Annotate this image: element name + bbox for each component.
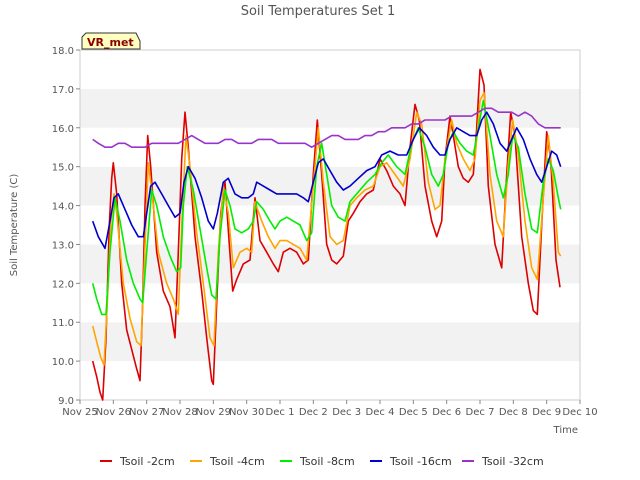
y-axis-ticks: 9.0 10.0 11.0 12.0 13.0 14.0 15.0 16.0 17.0 18.0 [52, 46, 80, 407]
x-tick-label: Nov 26 [96, 407, 131, 418]
series-layer [91, 68, 562, 401]
x-tick-label: Dec 1 [266, 407, 295, 418]
x-tick-label: Dec 10 [562, 407, 597, 418]
plot-area [79, 49, 581, 401]
x-tick-label: Nov 27 [129, 407, 164, 418]
y-tick-label: 12.0 [52, 279, 74, 290]
y-tick-label: 18.0 [52, 46, 74, 57]
legend-label-tsoil-16cm: Tsoil -16cm [389, 455, 452, 468]
legend-label-tsoil-2cm: Tsoil -2cm [119, 455, 175, 468]
series-line-tsoil-8cm [91, 99, 562, 316]
plot-band [80, 322, 580, 362]
plot-band [80, 88, 580, 128]
x-tick-label: Dec 5 [399, 407, 428, 418]
plot-band [80, 127, 580, 167]
y-tick-label: 16.0 [52, 124, 74, 135]
x-axis-label: Time [553, 425, 578, 436]
x-tick-label: Dec 8 [499, 407, 528, 418]
legend-label-tsoil-8cm: Tsoil -8cm [299, 455, 355, 468]
legend: Tsoil -2cm Tsoil -4cm Tsoil -8cm Tsoil -16c… [100, 455, 544, 468]
plot-band [80, 50, 580, 89]
plot-band [80, 361, 580, 400]
y-axis-label: Soil Temperature (C) [9, 174, 20, 277]
y-tick-label: 11.0 [52, 318, 74, 329]
plot-band [80, 244, 580, 284]
x-tick-label: Dec 3 [332, 407, 361, 418]
chart-title: Soil Temperatures Set 1 [241, 4, 396, 19]
legend-label-tsoil-32cm: Tsoil -32cm [481, 455, 544, 468]
y-tick-label: 17.0 [52, 85, 74, 96]
x-tick-label: Nov 30 [229, 407, 264, 418]
plot-band [80, 283, 580, 323]
y-tick-label: 14.0 [52, 202, 74, 213]
site-label-badge: VR_met [81, 32, 141, 50]
y-tick-label: 10.0 [52, 357, 74, 368]
x-tick-label: Dec 6 [432, 407, 461, 418]
legend-label-tsoil-4cm: Tsoil -4cm [209, 455, 265, 468]
x-tick-label: Nov 25 [62, 407, 97, 418]
x-tick-label: Dec 4 [366, 407, 395, 418]
series-line-tsoil-16cm [91, 111, 562, 250]
y-tick-label: 13.0 [52, 240, 74, 251]
x-tick-label: Dec 2 [299, 407, 328, 418]
y-tick-label: 15.0 [52, 163, 74, 174]
x-tick-label: Nov 29 [196, 407, 231, 418]
site-label-box [81, 32, 141, 50]
x-tick-label: Nov 28 [162, 407, 197, 418]
x-tick-label: Dec 7 [466, 407, 495, 418]
site-label: VR_met [87, 36, 134, 49]
series-line-tsoil-32cm [92, 107, 561, 148]
x-tick-label: Dec 9 [532, 407, 561, 418]
y-tick-label: 9.0 [58, 396, 74, 407]
